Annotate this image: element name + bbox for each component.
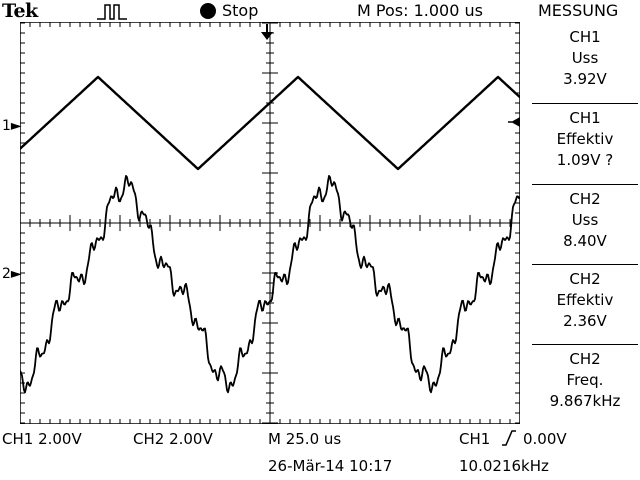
measurement-panel: CH1 Uss 3.92V CH1 Effektiv 1.09V ? CH2 U… — [532, 22, 638, 424]
trigger-frequency: 10.0216kHz — [459, 457, 549, 475]
run-state-label: Stop — [222, 1, 259, 20]
rising-edge-icon — [502, 430, 516, 446]
brand-logo: Tek — [2, 0, 38, 22]
measure-source: CH1 — [569, 28, 601, 46]
trigger-level-icon — [508, 117, 520, 127]
measure-value: 2.36V — [563, 312, 607, 330]
timebase-readout: M 25.0 us — [268, 430, 342, 448]
measure-type: Uss — [571, 211, 599, 229]
measure-slot-2[interactable]: CH1 Effektiv 1.09V ? — [532, 108, 638, 171]
divider — [532, 103, 638, 104]
measure-source: CH2 — [569, 190, 601, 208]
ch1-scale-readout: CH1 2.00V — [2, 430, 82, 448]
horizontal-position: M Pos: 1.000 us — [357, 1, 483, 20]
measure-source: CH1 — [569, 109, 601, 127]
trigger-level-readout: 0.00V — [523, 430, 567, 448]
divider — [532, 344, 638, 345]
measure-value: 3.92V — [563, 70, 607, 88]
graticule — [20, 22, 520, 424]
measure-value: 1.09V ? — [556, 151, 614, 169]
run-state-icon — [200, 3, 216, 19]
trigger-source: CH1 — [459, 430, 491, 448]
measure-slot-3[interactable]: CH2 Uss 8.40V — [532, 189, 638, 252]
measure-type: Effektiv — [556, 130, 614, 148]
date-time: 26-Mär-14 10:17 — [268, 457, 393, 475]
measure-value: 9.867kHz — [549, 392, 621, 410]
measure-type: Effektiv — [556, 291, 614, 309]
measure-type: Uss — [571, 49, 599, 67]
measure-source: CH2 — [569, 270, 601, 288]
ch2-waveform — [20, 174, 520, 394]
waveform-display — [20, 22, 520, 424]
measure-menu-title: MESSUNG — [538, 1, 619, 20]
ch1-ground-marker: 1► — [2, 118, 22, 134]
measure-type: Freq. — [566, 371, 604, 389]
ch2-scale-readout: CH2 2.00V — [133, 430, 213, 448]
divider — [532, 184, 638, 185]
trigger-pulse-icon — [97, 4, 127, 20]
measure-source: CH2 — [569, 350, 601, 368]
ch2-ground-marker: 2► — [2, 266, 22, 282]
measure-slot-4[interactable]: CH2 Effektiv 2.36V — [532, 269, 638, 332]
divider — [532, 264, 638, 265]
measure-slot-5[interactable]: CH2 Freq. 9.867kHz — [532, 349, 638, 412]
ch1-waveform — [20, 75, 520, 171]
measure-value: 8.40V — [563, 232, 607, 250]
measure-slot-1[interactable]: CH1 Uss 3.92V — [532, 27, 638, 90]
